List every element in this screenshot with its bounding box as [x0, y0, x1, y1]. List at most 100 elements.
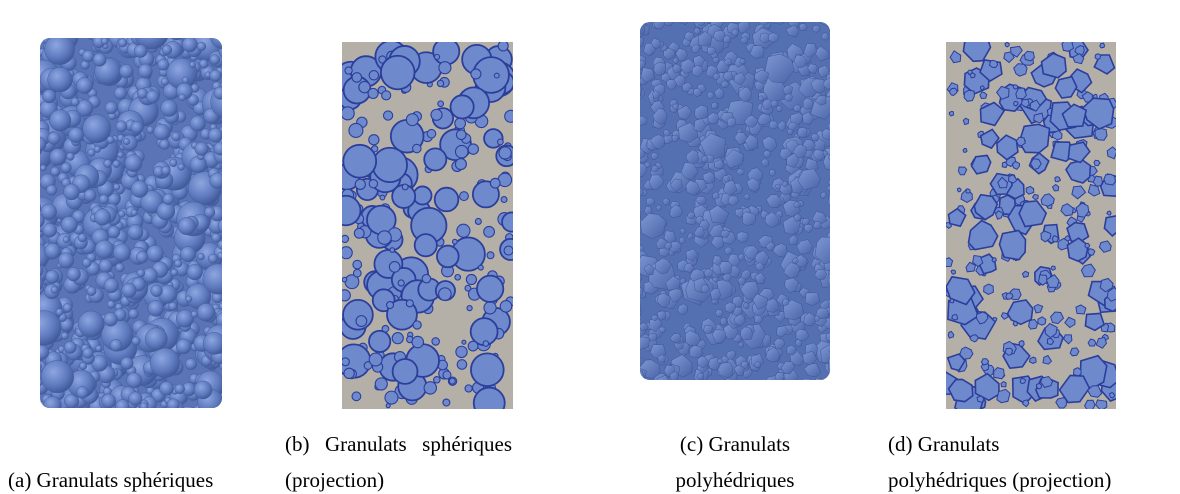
aggregate	[157, 202, 175, 220]
aggregate	[126, 373, 142, 389]
aggregate-section	[437, 80, 443, 86]
aggregate-section	[443, 399, 450, 406]
aggregate	[198, 253, 205, 260]
figure: (a) Granulats sphériques (b) Granulats s…	[0, 0, 1180, 494]
aggregate	[118, 39, 127, 48]
aggregate	[828, 357, 845, 374]
aggregate	[78, 234, 86, 242]
aggregate	[113, 244, 130, 261]
aggregate	[829, 262, 838, 271]
aggregate	[125, 154, 142, 171]
aggregate-section	[345, 67, 352, 74]
aggregate-section	[383, 111, 392, 120]
aggregate	[214, 23, 231, 40]
aggregate	[129, 309, 139, 319]
aggregate-section	[981, 86, 985, 90]
aggregate-section	[434, 377, 440, 383]
aggregate	[113, 184, 120, 191]
aggregate-section	[502, 212, 521, 231]
aggregate	[191, 311, 198, 318]
aggregate	[186, 296, 192, 302]
aggregate-section	[471, 69, 481, 79]
aggregate	[654, 62, 666, 75]
aggregate-section	[387, 302, 394, 309]
aggregate	[632, 377, 638, 384]
aggregate-section	[380, 195, 385, 200]
aggregate	[632, 377, 638, 384]
aggregate	[48, 132, 61, 145]
aggregate	[76, 386, 88, 398]
aggregate	[189, 62, 195, 68]
aggregate	[160, 381, 174, 395]
aggregate	[208, 28, 218, 38]
aggregate	[190, 408, 196, 414]
aggregate	[830, 370, 837, 378]
aggregate	[151, 285, 163, 297]
aggregate	[830, 172, 840, 182]
aggregate	[82, 258, 91, 267]
aggregate-section	[460, 192, 469, 201]
aggregate-section	[1094, 160, 1100, 165]
aggregate	[83, 348, 94, 359]
aggregate	[101, 38, 108, 45]
aggregate-section	[1026, 186, 1034, 194]
aggregate-section	[375, 378, 387, 390]
aggregate-section	[439, 62, 451, 74]
aggregate	[30, 149, 41, 160]
aggregate	[826, 16, 836, 26]
aggregate-section	[412, 336, 424, 348]
aggregate-section	[385, 391, 398, 404]
aggregate	[108, 226, 120, 238]
aggregate	[61, 332, 68, 339]
aggregate	[218, 240, 227, 249]
aggregate-section	[1024, 51, 1034, 61]
aggregate-section	[997, 389, 1010, 402]
aggregate	[161, 166, 170, 175]
aggregate	[84, 189, 96, 201]
aggregate-section	[331, 196, 361, 226]
aggregate-section	[465, 385, 472, 392]
aggregate	[58, 253, 74, 269]
aggregate	[214, 142, 227, 155]
aggregate	[214, 87, 227, 100]
aggregate	[99, 195, 108, 204]
aggregate-section	[1109, 393, 1114, 398]
aggregate-section	[424, 382, 436, 394]
aggregate-section	[369, 180, 377, 188]
aggregate	[161, 78, 169, 86]
aggregate-section	[972, 155, 991, 174]
aggregate-section	[342, 277, 347, 282]
figure-images	[0, 0, 1180, 494]
aggregate	[78, 311, 104, 337]
aggregate	[828, 270, 841, 282]
aggregate-section	[949, 111, 953, 116]
aggregate-section	[402, 184, 408, 190]
aggregate-section	[1095, 54, 1101, 60]
aggregate-section	[478, 265, 483, 270]
aggregate	[150, 348, 179, 377]
aggregate	[69, 407, 77, 415]
aggregate-section	[484, 302, 496, 314]
aggregate	[831, 204, 837, 211]
aggregate-section	[951, 270, 955, 274]
aggregate	[222, 338, 232, 348]
aggregate-section	[474, 388, 505, 419]
aggregate	[121, 357, 133, 369]
aggregate	[828, 263, 842, 279]
aggregate	[128, 409, 139, 420]
aggregate	[148, 300, 164, 316]
aggregate	[79, 362, 86, 369]
aggregate	[61, 216, 78, 233]
aggregate	[137, 269, 145, 277]
aggregate-section	[1104, 174, 1116, 185]
aggregate	[71, 98, 79, 106]
aggregate	[131, 121, 143, 133]
aggregate	[179, 94, 186, 101]
aggregate-section	[438, 101, 444, 107]
aggregate-section	[1020, 378, 1025, 383]
aggregate	[221, 155, 233, 167]
aggregate	[170, 159, 178, 167]
aggregate-section	[427, 129, 436, 138]
aggregate	[114, 87, 127, 100]
aggregate	[105, 102, 118, 115]
